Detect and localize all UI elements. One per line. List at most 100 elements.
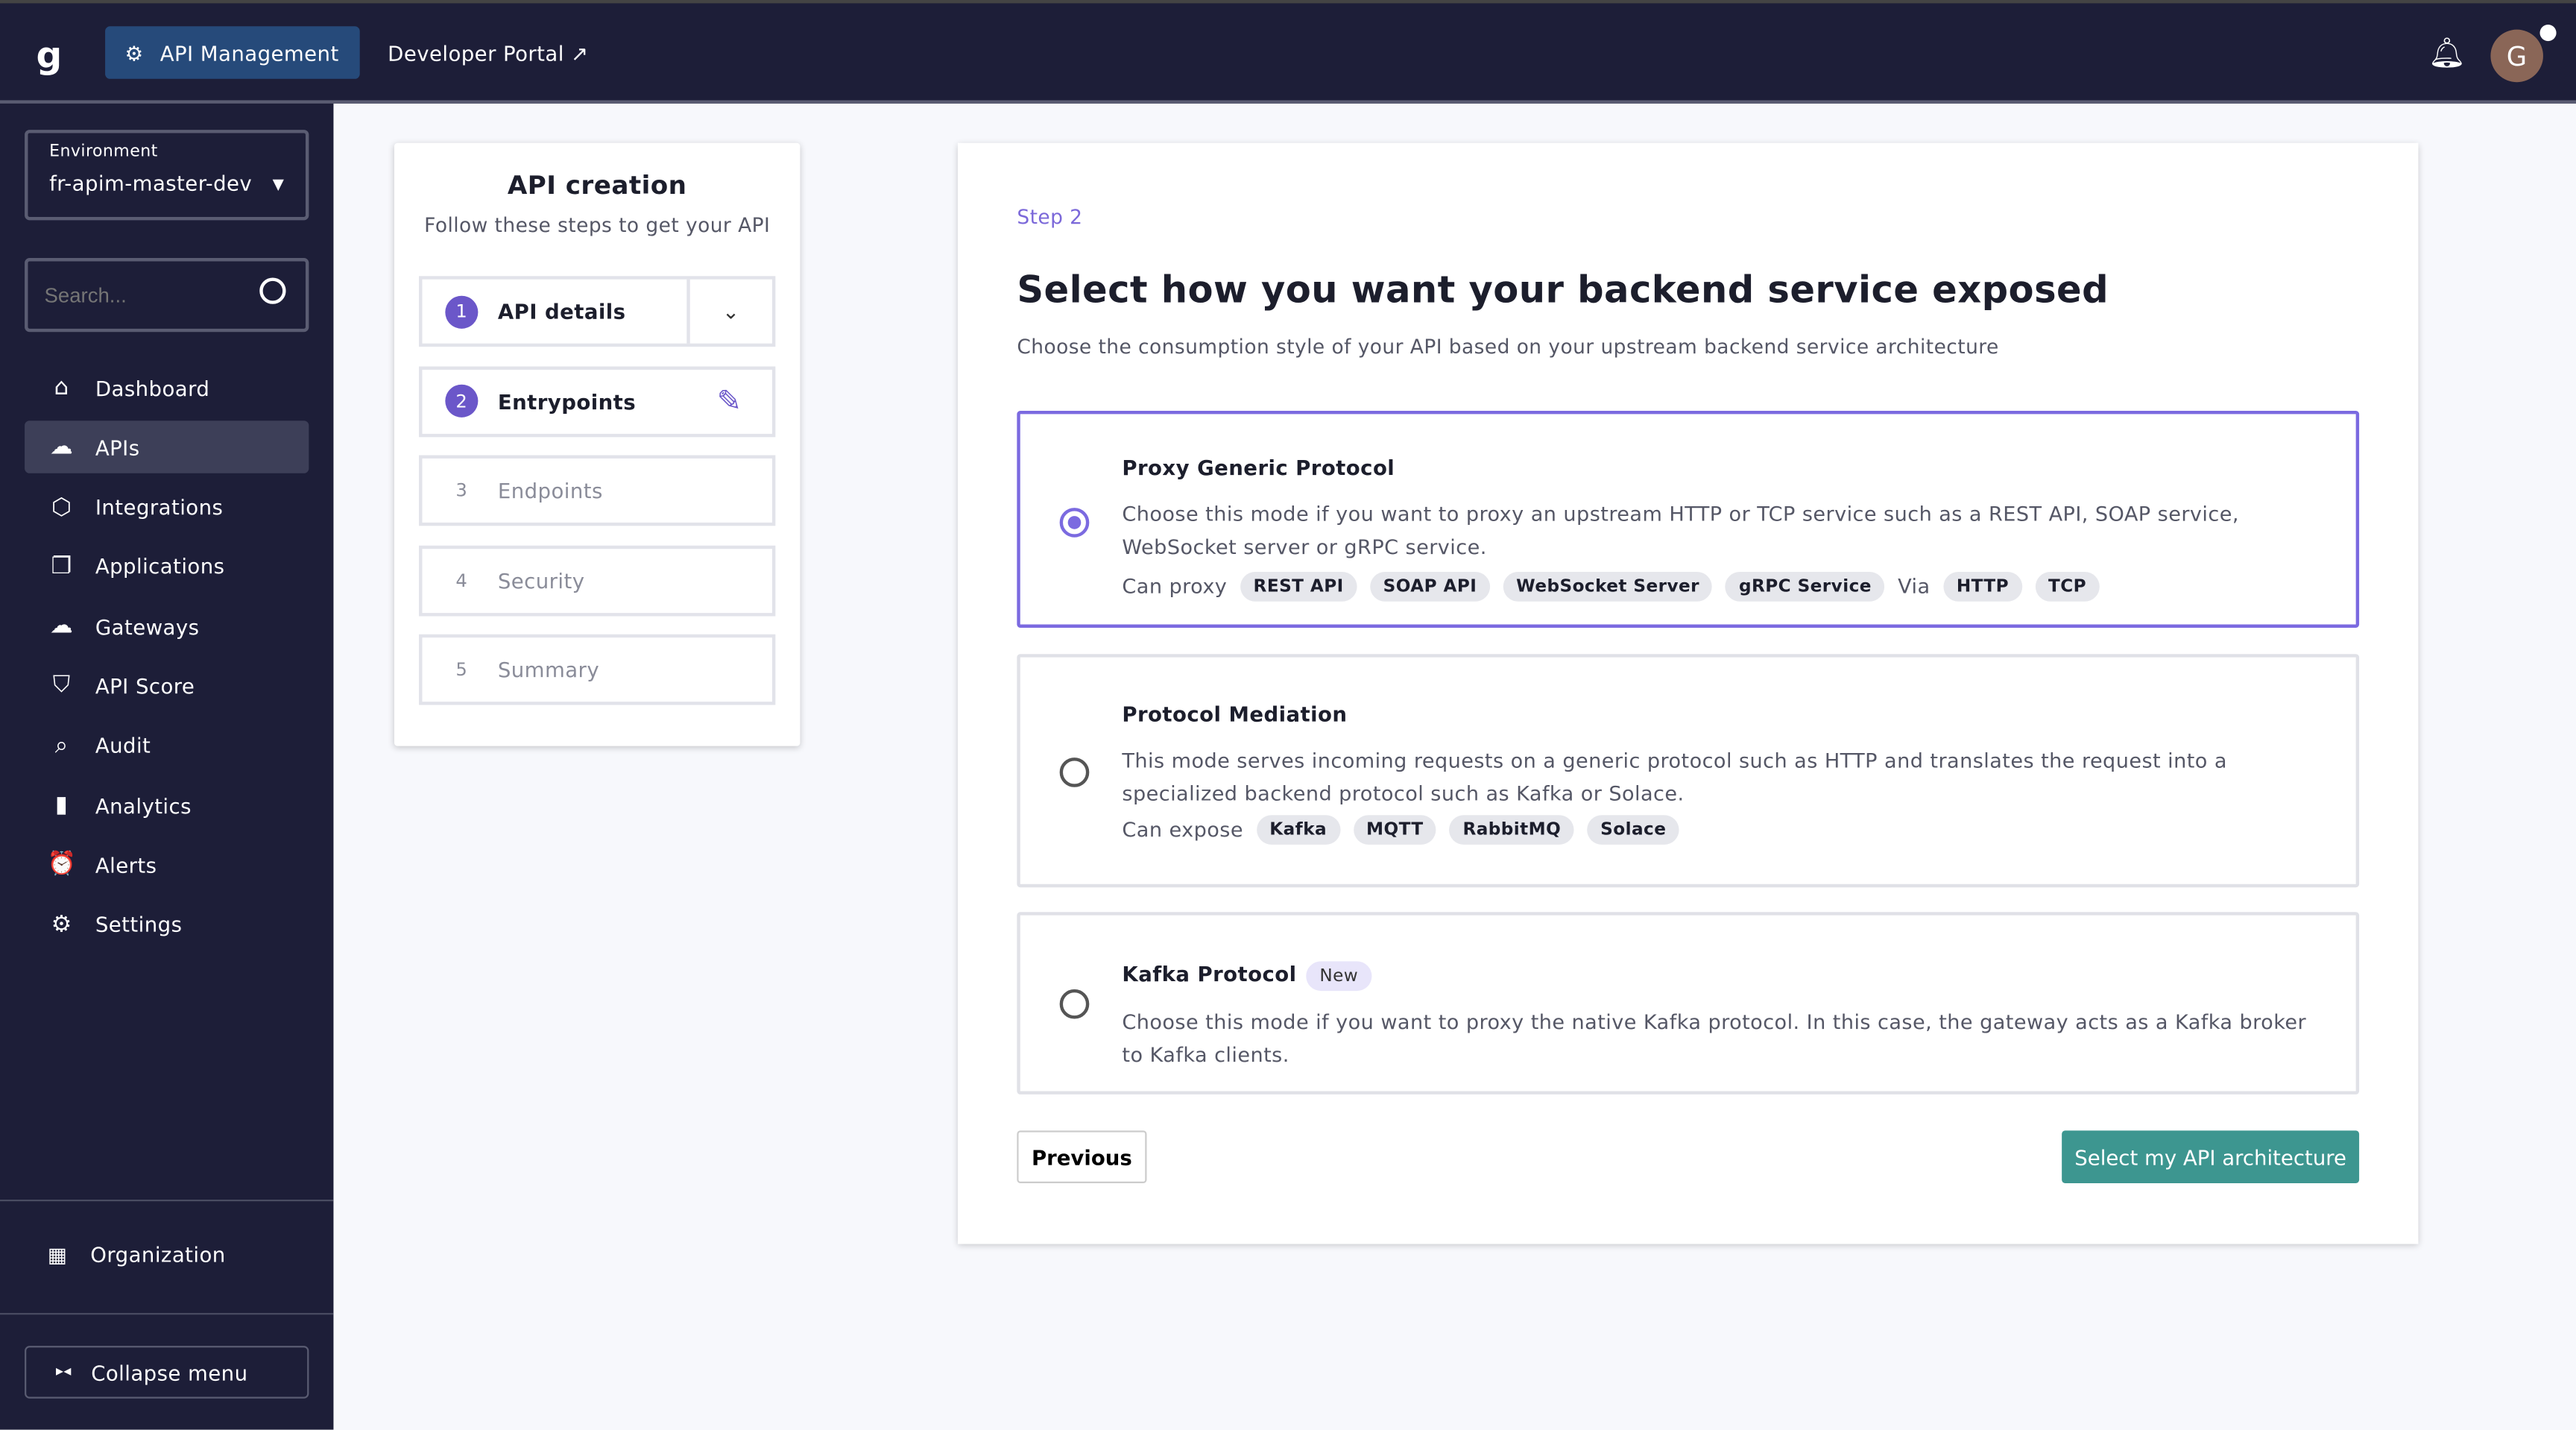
radio-button[interactable] xyxy=(1059,508,1090,538)
step-entrypoints[interactable]: 2 Entrypoints ✎ xyxy=(419,365,776,437)
step-label: Entrypoints xyxy=(497,388,637,414)
option-description: This mode serves incoming requests on a … xyxy=(1122,749,2227,806)
step-security[interactable]: 4 Security xyxy=(419,544,776,616)
step-label: Security xyxy=(497,567,585,593)
step-number: 5 xyxy=(455,658,468,681)
tag-row: Can proxy REST API SOAP API WebSocket Serve… xyxy=(1122,567,2100,606)
nav-api-management[interactable]: ⚙ API Management xyxy=(105,26,360,79)
stepper-subtitle: Follow these steps to get your API xyxy=(424,213,771,237)
search-check-icon: ⌕ xyxy=(54,732,69,759)
top-bar: g ⚙ API Management Developer Portal ↗ 🔔︎ … xyxy=(0,0,2576,104)
step-label: Summary xyxy=(497,657,600,682)
step-endpoints[interactable]: 3 Endpoints xyxy=(419,455,776,526)
divider xyxy=(0,1313,334,1315)
radio-button[interactable] xyxy=(1059,757,1090,787)
option-description: Choose this mode if you want to proxy th… xyxy=(1122,1010,2307,1067)
building-icon: ▦ xyxy=(47,1242,68,1267)
alarm-icon: ⏰ xyxy=(47,851,77,878)
sidebar-menu: ⌂ Dashboard ☁ APIs ⬡ Integrations ❐ Application… xyxy=(25,362,309,958)
tag-prefix: Can expose xyxy=(1122,818,1243,842)
page-subtitle: Choose the consumption style of your API… xyxy=(1017,335,1999,359)
option-title-text: Kafka Protocol xyxy=(1122,961,1297,986)
collapse-icon: ▸◂ xyxy=(55,1364,72,1381)
bar-chart-icon: ▮ xyxy=(54,792,69,819)
nav-label: API Management xyxy=(160,40,339,66)
tag: Kafka xyxy=(1256,815,1340,845)
environment-select[interactable]: Environment fr-apim-master-dev ▼ xyxy=(25,130,309,221)
tag: TCP xyxy=(2035,572,2100,602)
sidebar-item-label: Settings xyxy=(95,912,183,937)
sidebar-item-label: Dashboard xyxy=(95,375,210,400)
sidebar-item-gateways[interactable]: ☁ Gateways xyxy=(25,600,309,653)
tag: MQTT xyxy=(1353,815,1437,845)
windows-icon: ❐ xyxy=(51,553,72,580)
sidebar-item-applications[interactable]: ❐ Applications xyxy=(25,541,309,593)
sidebar-item-label: Analytics xyxy=(95,793,192,818)
collapse-menu-button[interactable]: ▸◂ Collapse menu xyxy=(25,1346,309,1399)
sidebar: Environment fr-apim-master-dev ▼ ⌂ Dashbo… xyxy=(0,103,334,1430)
sidebar-item-api-score[interactable]: ⛉ API Score xyxy=(25,660,309,713)
external-link-icon: ↗ xyxy=(571,41,589,66)
sidebar-item-integrations[interactable]: ⬡ Integrations xyxy=(25,481,309,534)
option-description: Choose this mode if you want to proxy an… xyxy=(1122,503,2239,559)
step-api-details[interactable]: 1 API details ⌄ xyxy=(419,276,776,347)
tag: REST API xyxy=(1240,572,1357,602)
avatar[interactable]: G xyxy=(2490,29,2543,83)
step-summary[interactable]: 5 Summary xyxy=(419,634,776,705)
sidebar-item-label: API Score xyxy=(95,673,195,699)
home-icon: ⌂ xyxy=(54,374,69,401)
previous-button[interactable]: Previous xyxy=(1017,1130,1147,1183)
step-label: Endpoints xyxy=(497,478,603,503)
step-number: 1 xyxy=(445,294,479,328)
chevron-down-icon[interactable]: ⌄ xyxy=(686,279,772,344)
sidebar-item-label: Integrations xyxy=(95,494,224,520)
gear-icon: ⚙ xyxy=(124,40,144,66)
sidebar-item-label: Organization xyxy=(90,1242,226,1267)
tag: RabbitMQ xyxy=(1449,815,1574,845)
tag: WebSocket Server xyxy=(1503,572,1713,602)
option-protocol-mediation[interactable]: Protocol Mediation This mode serves incom… xyxy=(1017,654,2360,888)
sidebar-item-analytics[interactable]: ▮ Analytics xyxy=(25,779,309,832)
sidebar-item-dashboard[interactable]: ⌂ Dashboard xyxy=(25,362,309,415)
sidebar-item-label: Applications xyxy=(95,554,225,579)
tag-prefix: Can proxy xyxy=(1122,575,1228,599)
sidebar-item-label: Alerts xyxy=(95,852,157,878)
divider xyxy=(0,1199,334,1202)
step-number: 4 xyxy=(455,569,468,591)
option-title: Protocol Mediation xyxy=(1122,702,1347,726)
option-kafka-protocol[interactable]: Kafka Protocol New Choose this mode if you… xyxy=(1017,912,2360,1094)
option-title: Kafka Protocol New xyxy=(1122,961,1371,992)
sidebar-item-label: APIs xyxy=(95,435,140,460)
new-badge: New xyxy=(1306,961,1371,992)
tag: HTTP xyxy=(1943,572,2022,602)
shield-check-icon: ⛉ xyxy=(52,673,71,699)
sidebar-item-alerts[interactable]: ⏰ Alerts xyxy=(25,839,309,892)
env-label: Environment xyxy=(49,142,158,162)
option-proxy-generic-protocol[interactable]: Proxy Generic Protocol Choose this mode i… xyxy=(1017,411,2360,628)
cloud-api-icon: ☁ xyxy=(49,434,74,461)
sidebar-item-organization[interactable]: ▦ Organization xyxy=(48,1242,226,1267)
stepper-title: API creation xyxy=(507,171,687,201)
radio-button[interactable] xyxy=(1059,989,1090,1019)
sidebar-item-audit[interactable]: ⌕ Audit xyxy=(25,719,309,772)
api-creation-stepper: API creation Follow these steps to get y… xyxy=(394,142,801,746)
cloud-icon: ☁ xyxy=(49,613,74,640)
tag: Solace xyxy=(1587,815,1680,845)
sidebar-item-apis[interactable]: ☁ APIs xyxy=(25,421,309,474)
select-architecture-button[interactable]: Select my API architecture xyxy=(2062,1130,2360,1183)
tag: gRPC Service xyxy=(1726,572,1885,602)
option-title-text: Protocol Mediation xyxy=(1122,702,1348,727)
logo[interactable]: g xyxy=(36,36,63,78)
nav-developer-portal[interactable]: Developer Portal ↗ xyxy=(388,41,588,66)
sidebar-item-label: Gateways xyxy=(95,614,200,639)
step-number: 2 xyxy=(445,384,479,418)
status-dot xyxy=(2539,25,2557,42)
sidebar-item-settings[interactable]: ⚙ Settings xyxy=(25,898,309,951)
caret-down-icon: ▼ xyxy=(272,177,285,195)
sidebar-item-label: Audit xyxy=(95,733,151,758)
search-icon[interactable] xyxy=(259,277,286,304)
step-number: 3 xyxy=(455,479,468,502)
tag-row: Can expose Kafka MQTT RabbitMQ Solace xyxy=(1122,810,1680,850)
bell-icon[interactable]: 🔔︎ xyxy=(2428,36,2466,71)
pencil-icon[interactable]: ✎ xyxy=(716,383,742,418)
